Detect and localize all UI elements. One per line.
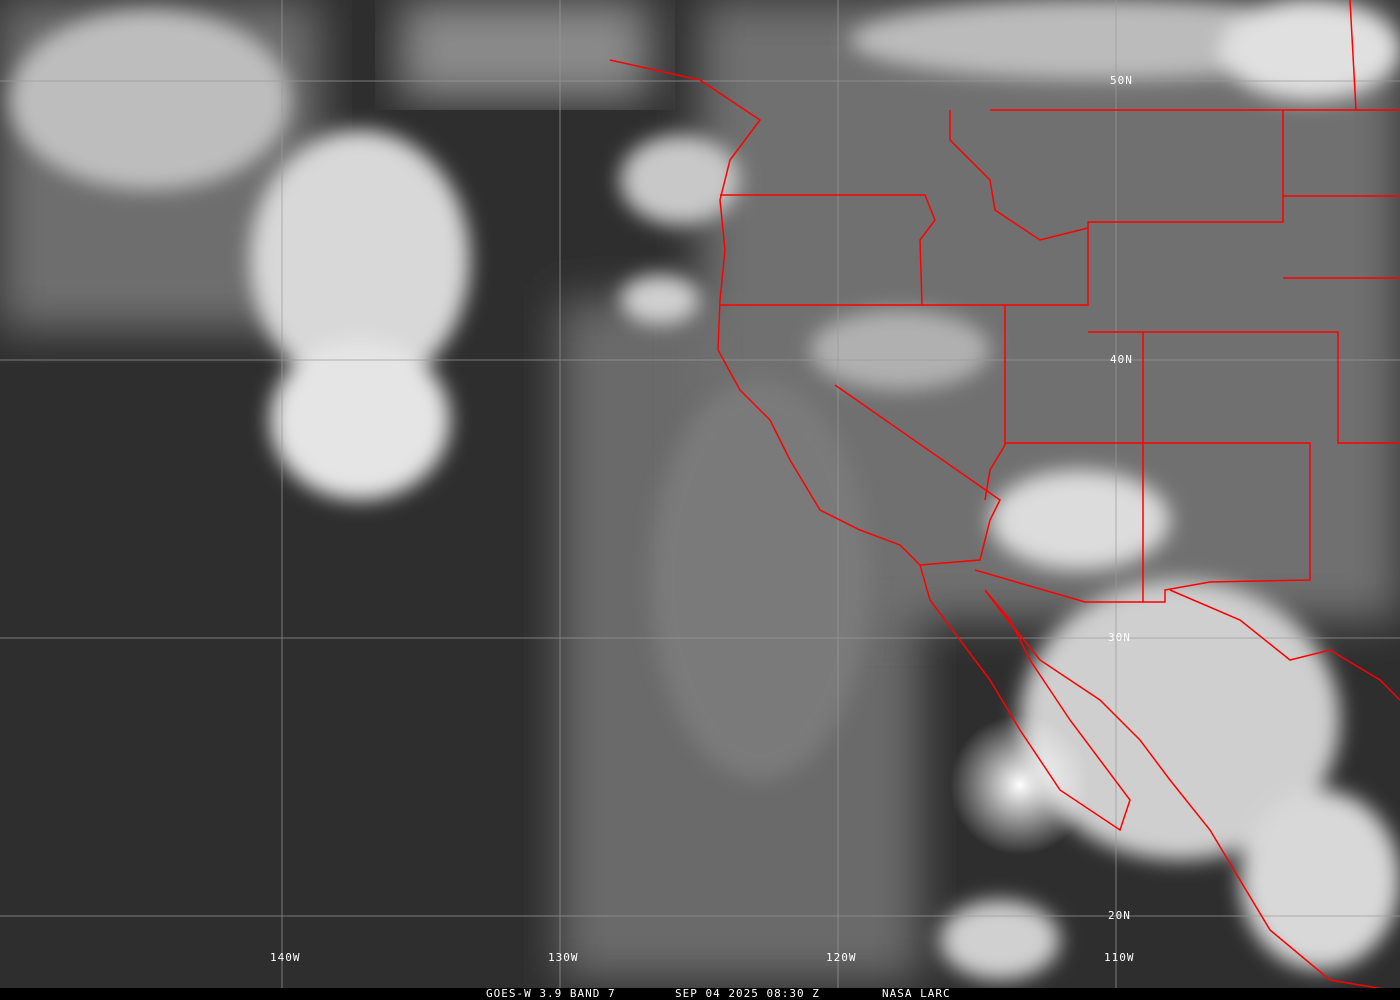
- datetime-label: SEP 04 2025 08:30 Z: [675, 987, 820, 1000]
- hurricane-cloud: [950, 715, 1090, 855]
- satellite-band-label: GOES-W 3.9 BAND 7: [486, 987, 616, 1000]
- state-border: [1349, 0, 1357, 111]
- lat-label: 50N: [1110, 74, 1133, 87]
- lat-label: 30N: [1108, 631, 1131, 644]
- lon-label: 120W: [826, 951, 857, 964]
- political-boundaries: [609, 0, 1400, 991]
- state-border: [834, 384, 1001, 566]
- state-border: [1088, 331, 1400, 444]
- lon-label: 110W: [1104, 951, 1135, 964]
- lon-label: 130W: [548, 951, 579, 964]
- caption-bar: GOES-W 3.9 BAND 7 SEP 04 2025 08:30 Z NA…: [0, 987, 1400, 1000]
- lon-label: 140W: [270, 951, 301, 964]
- state-border: [1005, 110, 1284, 306]
- lat-label: 20N: [1108, 909, 1131, 922]
- coastline-mainland-mexico: [1169, 589, 1400, 701]
- coastline: [609, 59, 1391, 991]
- lat-label: 40N: [1110, 353, 1133, 366]
- cloud-features: [10, 0, 1400, 980]
- state-border: [974, 442, 1311, 603]
- state-border: [949, 110, 1089, 241]
- state-border: [720, 194, 936, 306]
- state-border: [922, 304, 1006, 501]
- source-label: NASA LARC: [882, 987, 951, 1000]
